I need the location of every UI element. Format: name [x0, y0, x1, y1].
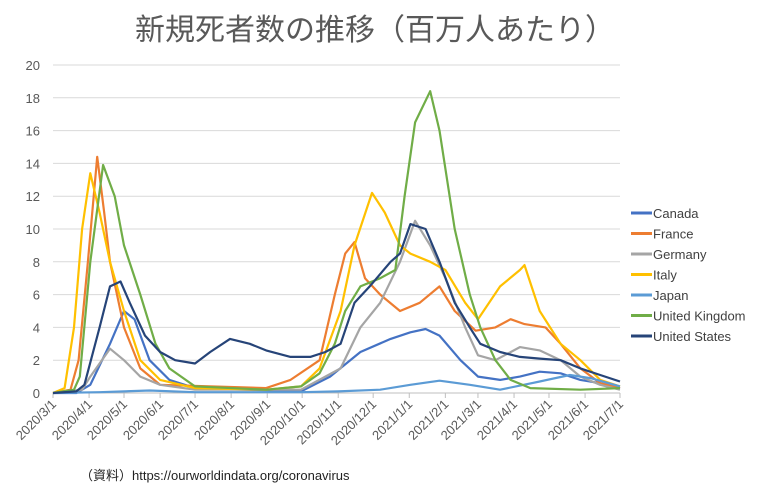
- legend: Canada France Germany Italy Japan United King…: [631, 206, 746, 344]
- legend-label: United States: [653, 329, 732, 344]
- x-axis: 2020/3/12020/4/12020/5/12020/6/12020/7/1…: [13, 392, 626, 448]
- source-note: （資料）https://ourworldindata.org/coronavir…: [80, 468, 350, 483]
- series-line-united-states: [52, 223, 621, 395]
- series-lines: [52, 90, 621, 395]
- legend-label: Japan: [653, 288, 688, 303]
- y-tick-label: 4: [33, 320, 40, 335]
- y-tick-label: 18: [26, 91, 40, 106]
- legend-label: France: [653, 227, 693, 242]
- y-tick-label: 10: [26, 222, 40, 237]
- y-tick-label: 16: [26, 124, 40, 139]
- chart-title: 新規死者数の推移（百万人あたり）: [135, 14, 615, 47]
- y-tick-label: 12: [26, 189, 40, 204]
- legend-label: United Kingdom: [653, 309, 746, 324]
- y-tick-label: 20: [26, 58, 40, 73]
- legend-label: Canada: [653, 206, 699, 221]
- y-tick-label: 14: [26, 156, 40, 171]
- y-tick-label: 8: [33, 255, 40, 270]
- gridlines: [53, 64, 620, 394]
- legend-label: Italy: [653, 268, 677, 283]
- y-tick-label: 0: [33, 386, 40, 401]
- series-line-united-kingdom: [52, 90, 621, 395]
- series-line-italy: [52, 172, 621, 395]
- series-line-japan: [52, 373, 621, 395]
- legend-label: Germany: [653, 247, 707, 262]
- y-tick-label: 2: [33, 353, 40, 368]
- y-axis: 0 2 4 6 8 10 12 14 16 18 20: [26, 58, 40, 401]
- y-tick-label: 6: [33, 288, 40, 303]
- series-line-germany: [52, 219, 621, 395]
